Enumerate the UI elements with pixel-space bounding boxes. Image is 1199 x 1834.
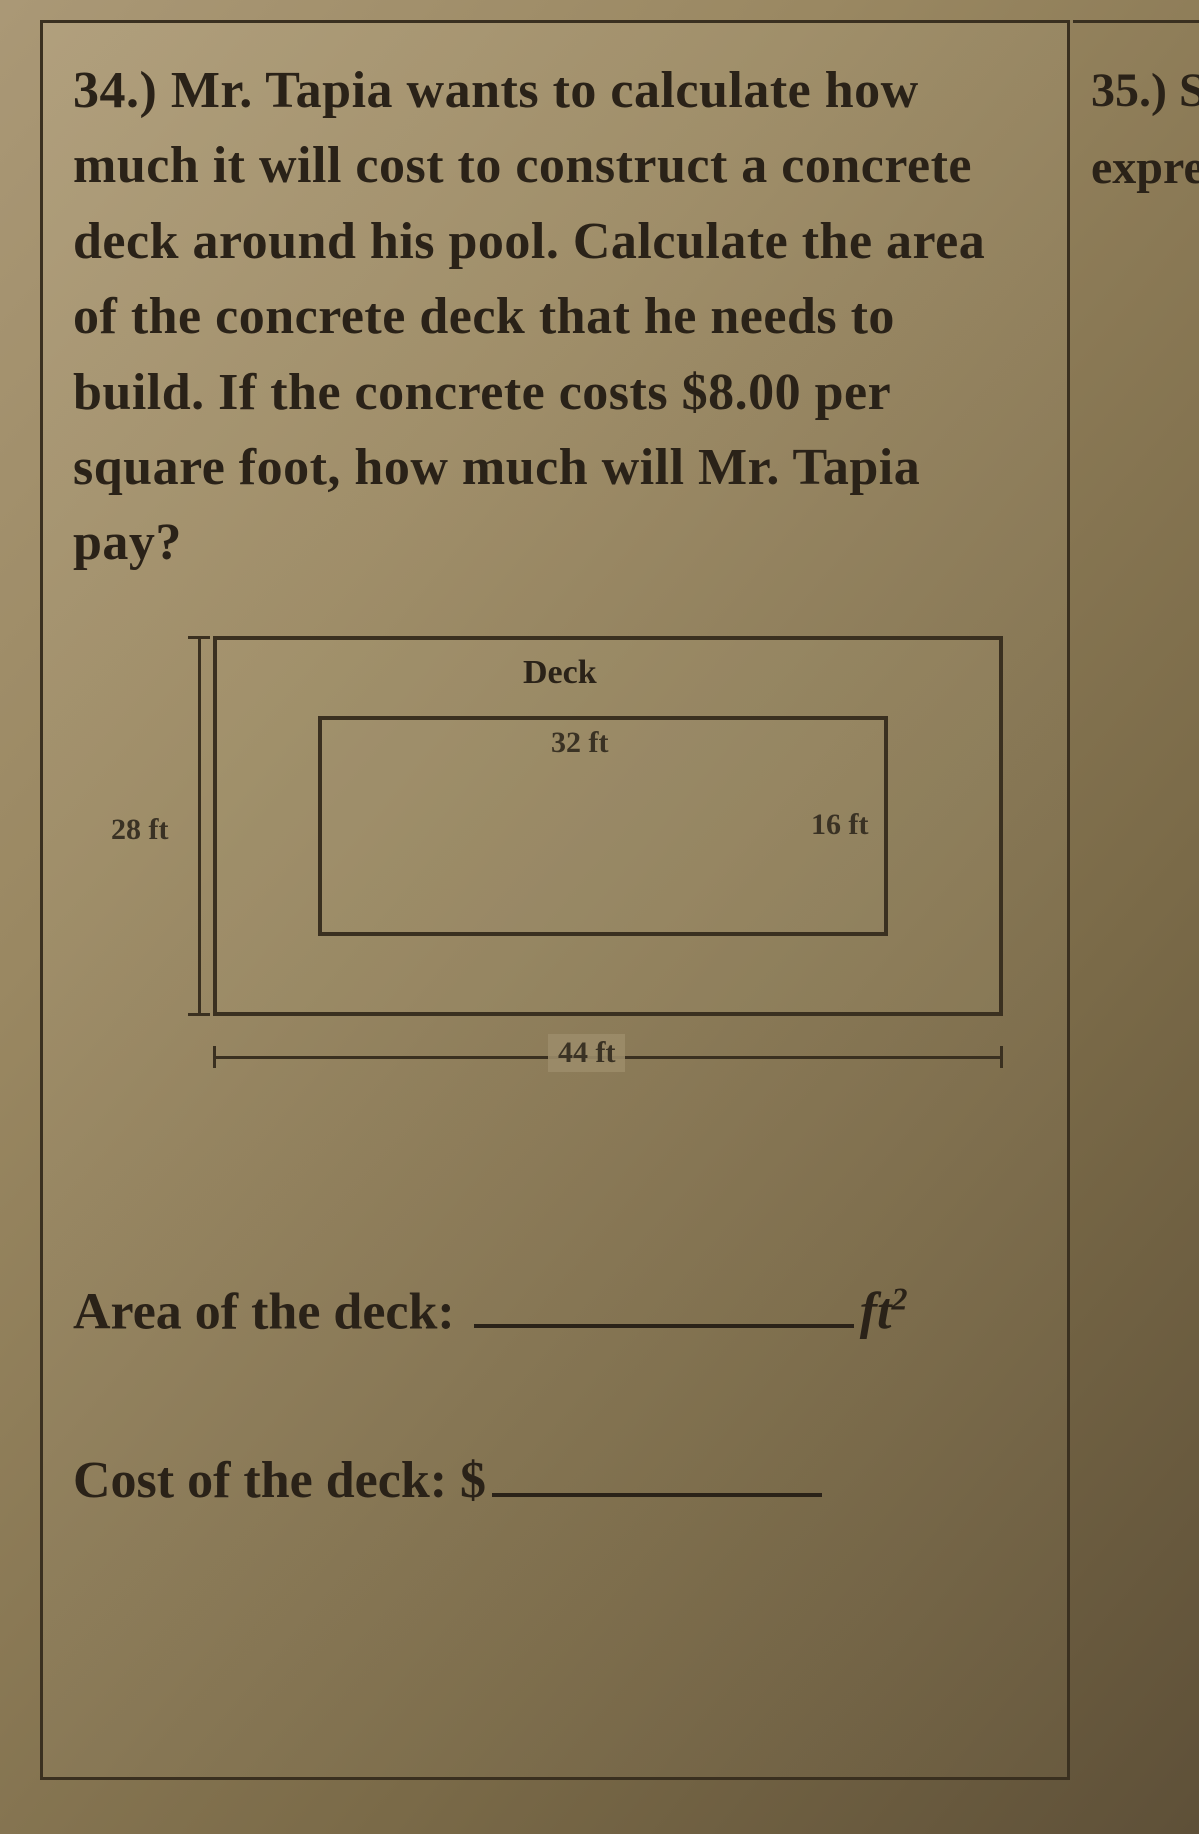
dim-inner-height: 16 ft <box>803 806 876 844</box>
deck-diagram: Deck 28 ft 32 ft 16 ft 44 ft <box>93 636 1033 1106</box>
question-number: 34.) <box>73 62 157 119</box>
dim-outer-height: 28 ft <box>103 811 176 849</box>
side-line-1: 35.) Si <box>1091 53 1199 130</box>
outer-height-bracket <box>188 636 212 1016</box>
worksheet-page: 34.) Mr. Tapia wants to calculate how mu… <box>0 0 1199 1834</box>
question-body: Mr. Tapia wants to calculate how much it… <box>73 62 985 571</box>
dim-inner-width: 32 ft <box>543 724 616 762</box>
question-text: 34.) Mr. Tapia wants to calculate how mu… <box>73 53 1037 581</box>
problem-cell-35-partial: 35.) Si expres <box>1073 20 1199 207</box>
side-line-2: expres <box>1091 130 1199 207</box>
cost-answer-line: Cost of the deck: $ <box>73 1451 1037 1510</box>
area-label: Area of the deck: <box>73 1283 455 1340</box>
problem-cell-34: 34.) Mr. Tapia wants to calculate how mu… <box>40 20 1070 1780</box>
area-unit: ft2 <box>860 1283 908 1340</box>
area-blank[interactable] <box>474 1324 854 1328</box>
cost-blank[interactable] <box>492 1493 822 1497</box>
cost-label: Cost of the deck: $ <box>73 1452 486 1509</box>
dim-outer-width: 44 ft <box>548 1034 625 1072</box>
area-answer-line: Area of the deck: ft2 <box>73 1281 1037 1341</box>
deck-label: Deck <box>523 654 597 692</box>
answer-section: Area of the deck: ft2 Cost of the deck: … <box>73 1281 1037 1510</box>
